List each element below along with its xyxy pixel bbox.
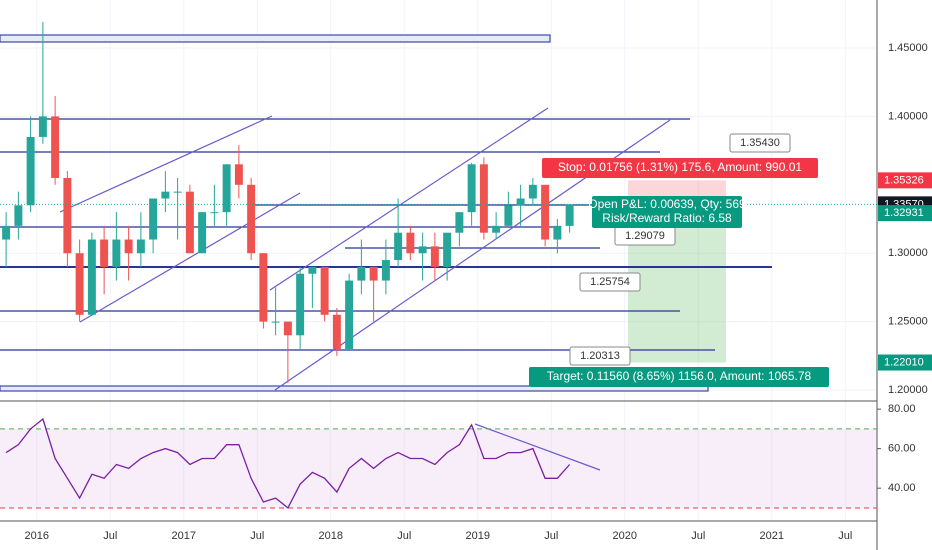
- candle-body: [38, 116, 47, 137]
- candle-body: [443, 232, 452, 267]
- candle-body: [357, 266, 366, 281]
- x-tick-label: 2018: [319, 530, 343, 542]
- callout-label: 1.25754: [590, 276, 630, 288]
- candle-body: [26, 136, 35, 206]
- target-price-label: 1.22010: [884, 356, 924, 368]
- x-tick-label: 2017: [172, 530, 196, 542]
- candle-body: [136, 239, 145, 254]
- pnl-box: [592, 196, 742, 228]
- x-tick-label: Jul: [691, 530, 705, 542]
- candle-body: [430, 246, 439, 267]
- stop-price-label: 1.35326: [884, 174, 924, 186]
- candle-body: [479, 164, 488, 233]
- candle-body: [234, 164, 243, 185]
- candle-body: [528, 184, 537, 199]
- callout-box: [569, 346, 631, 366]
- candle-body: [161, 191, 170, 199]
- zone: [0, 385, 709, 392]
- stop-label: Stop: 0.01756 (1.31%) 175.6, Amount: 990…: [558, 160, 803, 174]
- pnl-label: Open P&L: 0.00639, Qty: 569: [588, 197, 746, 211]
- callout-label: 1.35430: [740, 137, 780, 149]
- y-tick-label: 1.25000: [888, 316, 928, 328]
- candle-body: [369, 266, 378, 281]
- candle-body: [51, 116, 60, 178]
- y-tick-label: 1.20000: [888, 384, 928, 396]
- candle-body: [259, 253, 268, 322]
- candle-body: [381, 260, 390, 281]
- x-tick-label: Jul: [250, 530, 264, 542]
- candle-body: [124, 239, 133, 254]
- target-label: Target: 0.11560 (8.65%) 1156.0, Amount: …: [547, 369, 812, 383]
- candle-body: [112, 239, 121, 267]
- stop-price-label-box: [878, 172, 932, 189]
- y-tick-label: 1.30000: [888, 247, 928, 259]
- candle-body: [185, 191, 194, 254]
- x-tick-label: Jul: [838, 530, 852, 542]
- target-price-label-box: [878, 354, 932, 371]
- candle-body: [394, 232, 403, 261]
- stop-label-box: [542, 158, 818, 178]
- x-tick-label: 2019: [466, 530, 490, 542]
- candle-body: [406, 232, 415, 254]
- y-tick-label: 1.40000: [888, 110, 928, 122]
- candle-body: [541, 184, 550, 240]
- candle-body: [565, 204, 574, 226]
- candle-body: [332, 314, 341, 349]
- candle-body: [308, 266, 317, 274]
- candle-body: [198, 212, 207, 254]
- candle-body: [173, 191, 182, 193]
- candle-body: [149, 198, 158, 240]
- channel: [269, 107, 549, 291]
- candle-body: [271, 321, 280, 323]
- x-tick-label: Jul: [544, 530, 558, 542]
- candle-body: [516, 198, 525, 206]
- zone: [0, 34, 551, 43]
- callout-box: [579, 272, 641, 292]
- entry-price-label-box: [878, 205, 932, 222]
- candle-body: [492, 225, 501, 233]
- candle-body: [418, 246, 427, 254]
- y-tick-label: 1.45000: [888, 42, 928, 54]
- candle-body: [222, 164, 231, 213]
- callout-box: [729, 133, 791, 153]
- rsi-tick-label: 80.00: [888, 403, 916, 415]
- x-tick-label: 2020: [613, 530, 637, 542]
- candle-body: [455, 212, 464, 233]
- rsi-trendline: [474, 423, 601, 471]
- entry-price-label: 1.32931: [884, 207, 924, 219]
- candle-body: [87, 239, 96, 315]
- candle-body: [283, 321, 292, 336]
- channel: [79, 192, 301, 323]
- candle-body: [345, 280, 354, 349]
- candle-body: [320, 266, 329, 315]
- rsi-tick-label: 40.00: [888, 482, 916, 494]
- target-label-box: [529, 367, 829, 387]
- candle-body: [504, 205, 513, 226]
- candle-body: [296, 273, 305, 336]
- x-tick-label: Jul: [103, 530, 117, 542]
- callout-label: 1.20313: [580, 350, 620, 362]
- channel: [59, 115, 273, 213]
- rsi-line: [5, 417, 571, 509]
- rr-label: Risk/Reward Ratio: 6.58: [602, 211, 732, 225]
- candle-body: [100, 239, 109, 267]
- candle-body: [2, 225, 11, 240]
- candle-body: [75, 253, 84, 315]
- candle-body: [14, 205, 23, 226]
- candle-body: [467, 164, 476, 213]
- x-tick-label: Jul: [397, 530, 411, 542]
- candle-body: [210, 212, 219, 214]
- candle-body: [63, 177, 72, 254]
- rsi-band: [0, 428, 877, 508]
- x-tick-label: 2021: [760, 530, 784, 542]
- candle-body: [247, 184, 256, 254]
- rsi-tick-label: 60.00: [888, 443, 916, 455]
- x-tick-label: 2016: [25, 530, 49, 542]
- callout-label: 1.29079: [625, 230, 665, 242]
- candle-body: [553, 225, 562, 240]
